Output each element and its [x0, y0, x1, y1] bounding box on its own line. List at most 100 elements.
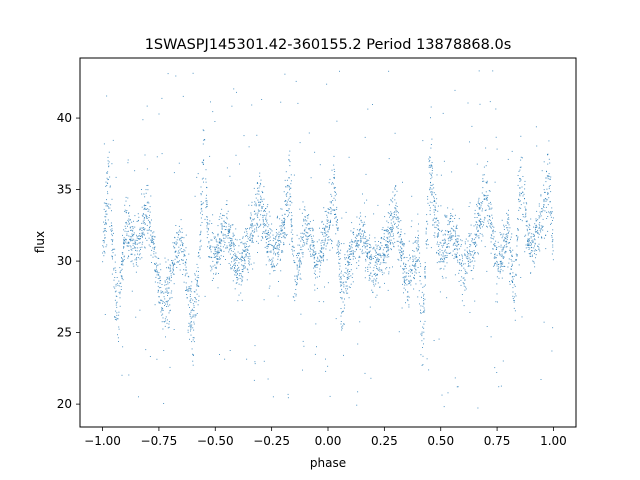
data-point [168, 326, 170, 328]
data-point [147, 189, 149, 191]
data-point [478, 237, 480, 239]
data-point [408, 280, 410, 282]
data-point [543, 189, 545, 191]
data-point [262, 237, 264, 239]
data-point [179, 269, 181, 271]
data-point [152, 247, 154, 249]
data-point [114, 277, 116, 278]
data-point [312, 245, 314, 247]
data-point [377, 204, 379, 206]
data-point [491, 235, 493, 237]
data-point [154, 304, 156, 306]
data-point [260, 201, 262, 203]
data-point [414, 258, 416, 260]
data-point [511, 256, 513, 257]
data-point [266, 245, 268, 247]
data-point [246, 241, 248, 242]
data-point [268, 258, 270, 260]
data-point [159, 282, 161, 284]
data-point [273, 270, 275, 272]
data-point [153, 241, 154, 243]
data-point [307, 228, 309, 230]
data-point [286, 185, 288, 187]
data-point [223, 237, 224, 239]
data-point [159, 277, 161, 279]
data-point [324, 227, 326, 229]
data-point [476, 226, 478, 228]
data-point [105, 210, 107, 212]
data-point [184, 269, 186, 271]
data-point [247, 250, 249, 251]
data-point [419, 263, 421, 265]
data-point [237, 300, 239, 302]
data-point [141, 206, 143, 208]
data-point [128, 242, 130, 244]
data-point [166, 279, 168, 281]
data-point [378, 267, 380, 269]
data-point [341, 329, 343, 331]
data-point [436, 198, 438, 200]
data-point [243, 250, 245, 252]
data-point [211, 223, 213, 224]
data-point [157, 273, 159, 275]
data-point [502, 360, 504, 362]
data-point [312, 249, 314, 251]
data-point [234, 258, 236, 260]
data-point [415, 262, 417, 264]
data-point [502, 247, 504, 249]
data-point [270, 244, 272, 245]
data-point [351, 277, 353, 278]
data-point [512, 295, 514, 297]
data-point [501, 253, 503, 255]
data-point [134, 247, 136, 249]
data-point [283, 225, 285, 227]
data-point [234, 268, 236, 269]
data-point [151, 240, 153, 242]
data-point [109, 186, 111, 188]
data-point [107, 191, 108, 193]
data-point [369, 234, 371, 236]
data-point [196, 281, 198, 283]
data-point [347, 277, 349, 279]
data-point [538, 233, 540, 235]
data-point [205, 197, 207, 199]
data-point [289, 189, 290, 191]
data-point [241, 253, 243, 255]
data-point [499, 253, 501, 255]
data-point [275, 242, 277, 244]
data-point [148, 209, 150, 211]
data-point [298, 260, 300, 262]
data-point [203, 164, 204, 165]
data-point [377, 259, 379, 261]
data-point [254, 224, 256, 226]
data-point [229, 237, 231, 239]
data-point [138, 238, 140, 240]
data-point [265, 217, 267, 219]
data-point [540, 215, 542, 217]
data-point [356, 267, 358, 269]
data-point [429, 188, 431, 190]
data-point [359, 248, 361, 250]
data-point [155, 256, 157, 258]
data-point [398, 259, 400, 261]
data-point [497, 301, 498, 303]
data-point [321, 221, 323, 223]
data-point [265, 215, 267, 217]
data-point [254, 201, 256, 203]
data-point [126, 242, 128, 244]
data-point [344, 257, 346, 259]
data-point [354, 240, 356, 242]
data-point [116, 301, 118, 303]
data-point [347, 265, 349, 266]
data-point [187, 275, 189, 277]
data-point [423, 343, 424, 345]
data-point [149, 222, 151, 223]
data-point [197, 284, 199, 286]
data-point [388, 241, 390, 242]
data-point [203, 181, 204, 183]
data-point [535, 231, 537, 233]
data-point [277, 253, 279, 255]
data-point [408, 306, 410, 308]
data-point [388, 158, 390, 160]
data-points [102, 70, 554, 409]
